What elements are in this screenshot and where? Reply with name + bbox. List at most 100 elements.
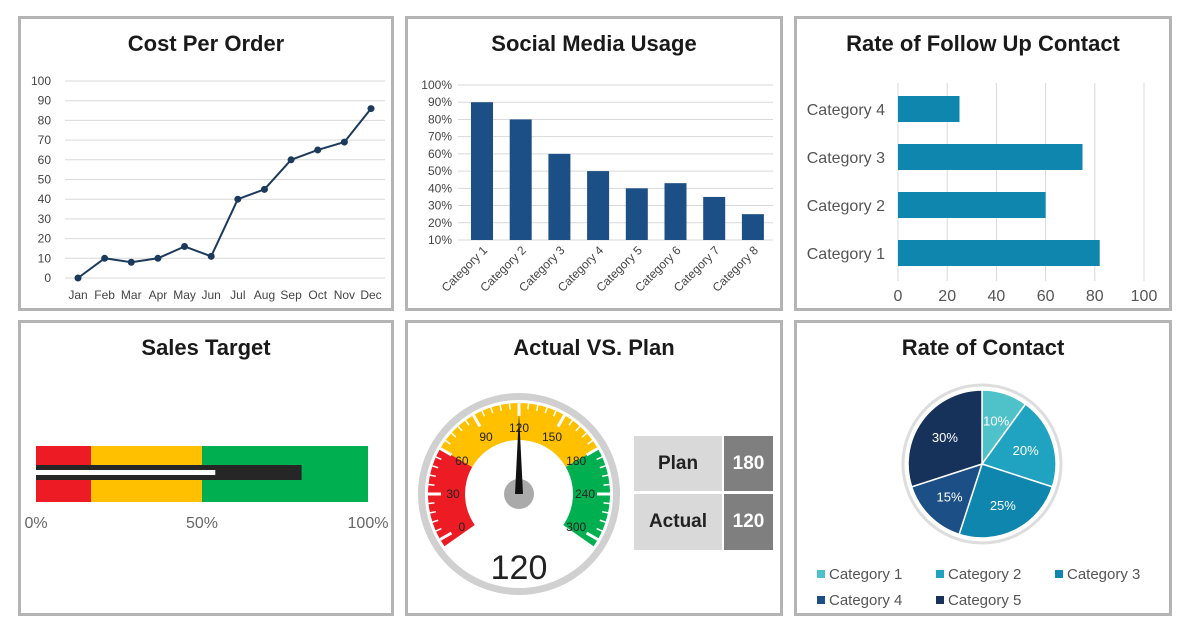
- x-tick-label: Nov: [334, 288, 355, 302]
- plan-value: 180: [724, 436, 773, 491]
- gauge-tick-label: 300: [566, 520, 586, 534]
- gauge-tick: [457, 425, 463, 432]
- social-media-chart: 10%20%30%40%50%60%70%80%90%100%Category …: [421, 78, 773, 295]
- data-point: [367, 105, 375, 113]
- bar: [664, 183, 687, 240]
- legend-swatch: [1055, 570, 1063, 578]
- gauge-tick: [599, 465, 606, 469]
- gauge-tick: [481, 410, 486, 417]
- y-tick-label: 30%: [428, 199, 452, 213]
- axis-label: 0%: [24, 515, 47, 532]
- pie-data-label: 10%: [983, 413, 1009, 428]
- legend-label: Category 4: [829, 592, 902, 609]
- follow-up-chart: 0 20 40 60 80 100 Category 1 Category 2 Category…: [807, 83, 1158, 305]
- y-tick-label: 10: [38, 251, 52, 265]
- y-tick-label: 60%: [428, 147, 452, 161]
- x-tick-label: 40: [988, 288, 1006, 305]
- pie-chart: 10% 20% 25% 15% 30% Category 1 Category 2 Categ…: [817, 383, 1140, 609]
- axis-label: 50%: [186, 515, 218, 532]
- gauge-tick: [508, 403, 511, 410]
- data-point: [74, 274, 82, 282]
- gauge-tick: [568, 419, 574, 426]
- social-media-panel: Social Media Usage 10% 20% 30% 40% 50% 60% 70%…: [405, 16, 783, 311]
- gauge-tick: [603, 483, 610, 486]
- bar: [548, 153, 571, 240]
- data-point: [181, 242, 189, 250]
- y-tick-label: 50%: [428, 164, 452, 178]
- gauge-tick: [552, 410, 557, 417]
- gauge-tick: [527, 403, 530, 410]
- x-tick-label: 80: [1086, 288, 1104, 305]
- bar: [898, 192, 1046, 218]
- gauge-tick-label: 30: [446, 487, 460, 501]
- data-point: [287, 156, 295, 164]
- y-tick-label: 20: [38, 232, 52, 246]
- bar: [898, 96, 960, 122]
- data-point: [127, 258, 135, 266]
- y-tick-label: 70%: [428, 130, 452, 144]
- pie-slice: [907, 389, 983, 488]
- gauge-tick-label: 90: [479, 430, 493, 444]
- y-tick-label: 10%: [428, 233, 452, 247]
- x-tick-label: Jun: [202, 288, 221, 302]
- y-tick-label: Category 2: [807, 198, 885, 215]
- x-tick-label: Aug: [254, 288, 275, 302]
- social-media-title: Social Media Usage: [491, 31, 697, 56]
- legend-swatch: [936, 596, 944, 604]
- y-tick-label: 100%: [421, 78, 452, 92]
- gauge-tick: [599, 519, 606, 523]
- bar: [703, 196, 726, 240]
- gauge-tick: [601, 474, 609, 478]
- legend-label: Category 5: [948, 592, 1021, 609]
- gauge-tick: [439, 447, 453, 457]
- gauge-tick: [556, 414, 566, 428]
- cost-per-order-title: Cost Per Order: [127, 31, 285, 56]
- follow-up-title: Rate of Follow Up Contact: [846, 31, 1120, 56]
- x-tick-label: May: [173, 288, 196, 302]
- y-tick-label: 50: [38, 173, 52, 187]
- legend-swatch: [936, 570, 944, 578]
- actual-value: 120: [724, 494, 773, 550]
- bar: [898, 144, 1083, 170]
- sales-target-panel: Sales Target 0% 50% 100%: [18, 320, 394, 616]
- pie-data-label: 15%: [937, 489, 963, 504]
- data-point: [101, 254, 109, 262]
- x-tick-label: 60: [1037, 288, 1055, 305]
- target-bar: [36, 470, 216, 475]
- x-tick-label: Feb: [94, 288, 115, 302]
- gauge-tick: [450, 432, 457, 438]
- y-tick-label: 60: [38, 153, 52, 167]
- x-tick-label: Dec: [360, 288, 381, 302]
- gauge-value: 120: [491, 549, 548, 587]
- bar: [587, 171, 610, 240]
- actual-vs-plan-panel: Actual VS. Plan 0 30 60 90 120 150 180 240 300 12…: [405, 320, 783, 616]
- y-tick-label: 40%: [428, 181, 452, 195]
- gauge-tick-label: 0: [458, 520, 465, 534]
- gauge-tick: [428, 483, 435, 486]
- sales-target-title: Sales Target: [141, 335, 271, 360]
- gauge-tick: [444, 439, 451, 445]
- x-tick-label: Jul: [230, 288, 245, 302]
- y-tick-label: 100: [31, 74, 51, 88]
- gauge-tick: [603, 502, 610, 505]
- gauge-tick-label: 240: [575, 487, 595, 501]
- gauge-tick: [499, 404, 503, 412]
- gauge-tick: [575, 425, 581, 432]
- gauge-tick: [544, 407, 548, 414]
- pie-data-label: 20%: [1013, 443, 1039, 458]
- bar: [898, 240, 1100, 266]
- cost-per-order-panel: Cost Per Order 0 10 20 30 40 50 60 70 80 90 100 Jan…: [18, 16, 394, 311]
- gauge-tick: [587, 439, 594, 445]
- pie-ring: [901, 383, 1063, 545]
- y-tick-label: 90: [38, 94, 52, 108]
- x-tick-label: Sep: [280, 288, 302, 302]
- gauge-tick: [601, 510, 609, 514]
- x-tick-label: 100: [1131, 288, 1158, 305]
- x-tick-label: 0: [894, 288, 903, 305]
- pie-slice: [958, 463, 1054, 539]
- gauge-tick-label: 150: [542, 430, 562, 444]
- bar: [625, 188, 648, 240]
- gauge-needle: [515, 414, 523, 494]
- gauge-tick: [435, 456, 442, 461]
- y-tick-label: Category 3: [807, 150, 885, 167]
